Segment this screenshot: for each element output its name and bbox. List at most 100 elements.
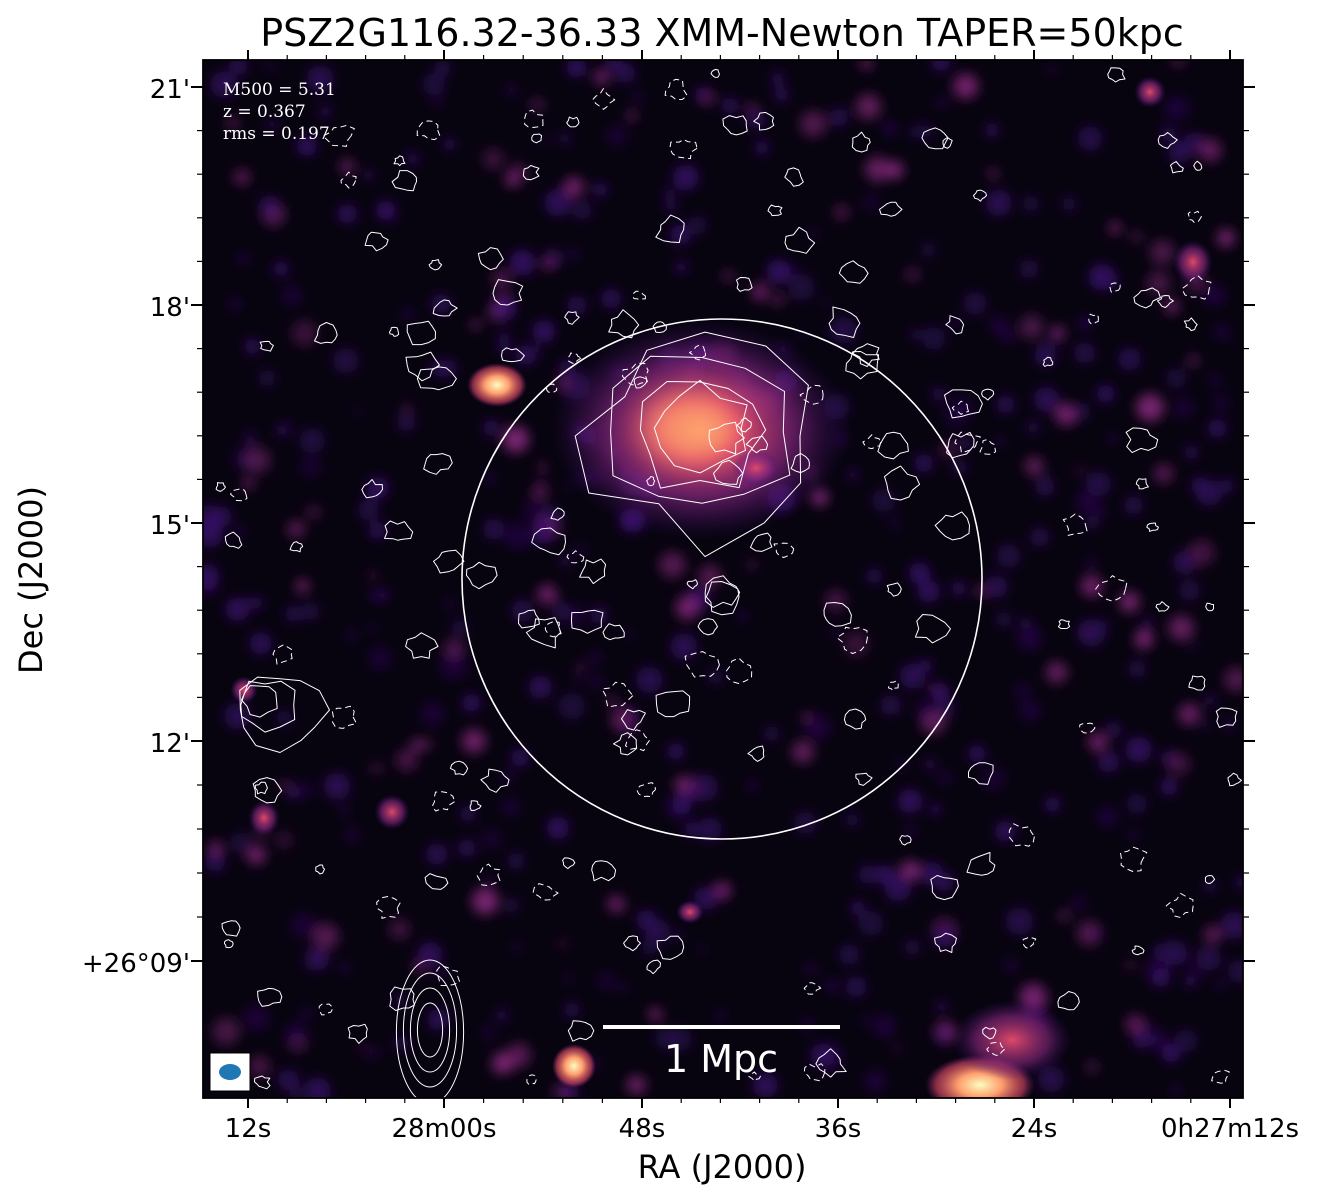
contour [722, 115, 748, 136]
noise-speck [866, 568, 883, 585]
noise-speck [505, 84, 518, 97]
contour [767, 204, 783, 217]
x-tick-label: 0h27m12s [1161, 1114, 1299, 1144]
noise-speck [1097, 751, 1120, 773]
info-redshift: z = 0.367 [223, 102, 306, 122]
noise-speck [919, 659, 933, 672]
noise-speck [763, 725, 780, 742]
noise-speck [772, 294, 784, 306]
x-tick-label: 24s [1011, 1114, 1058, 1144]
contour [424, 873, 449, 890]
noise-speck [604, 60, 624, 72]
noise-speck [1093, 928, 1103, 939]
noise-speck [884, 874, 912, 902]
noise-speck [914, 453, 934, 473]
contour [981, 388, 995, 401]
noise-speck [1200, 720, 1210, 730]
contour [591, 860, 617, 882]
noise-speck [857, 910, 884, 937]
noise-speck [1079, 317, 1091, 330]
noise-speck [1077, 126, 1103, 151]
noise-speck [297, 781, 314, 798]
noise-speck [774, 87, 789, 102]
noise-speck [808, 229, 818, 240]
noise-speck [229, 298, 240, 310]
noise-speck [238, 253, 249, 264]
noise-speck [636, 909, 657, 930]
noise-speck [862, 193, 880, 211]
noise-speck [698, 817, 722, 842]
noise-speck [698, 944, 708, 954]
contour [934, 932, 957, 953]
noise-speck [306, 505, 321, 520]
noise-speck [400, 307, 415, 322]
noise-speck [263, 60, 277, 72]
contour [1088, 313, 1099, 325]
noise-speck [1163, 95, 1190, 122]
noise-speck [1168, 140, 1192, 164]
noise-speck [996, 544, 1021, 569]
contour [621, 709, 646, 731]
contour [1183, 317, 1198, 332]
noise-speck [984, 122, 1000, 138]
noise-speck [754, 140, 770, 155]
noise-speck [290, 912, 317, 940]
contour [1008, 823, 1035, 847]
noise-speck [958, 435, 972, 450]
noise-speck [208, 841, 224, 856]
contour [1135, 478, 1149, 490]
contour [1227, 772, 1242, 787]
noise-speck [1161, 126, 1176, 142]
noise-speck [1105, 273, 1120, 288]
noise-speck [803, 962, 818, 977]
noise-speck [1099, 621, 1109, 630]
contour [646, 959, 661, 975]
noise-speck [1132, 1033, 1149, 1049]
contour [968, 762, 994, 785]
noise-speck [904, 939, 920, 956]
contour [566, 116, 580, 128]
noise-speck [323, 772, 351, 800]
contour [1188, 675, 1206, 691]
contour [799, 384, 824, 405]
noise-speck [861, 1015, 871, 1024]
noise-speck [471, 887, 499, 915]
contour [1165, 892, 1194, 918]
contour [469, 800, 482, 811]
noise-speck [845, 812, 860, 827]
noise-speck [1075, 466, 1084, 476]
beam-indicator [209, 1052, 251, 1092]
contour [1022, 936, 1037, 950]
noise-speck [431, 94, 444, 107]
noise-speck [225, 597, 250, 622]
noise-speck [899, 663, 926, 689]
contour [428, 259, 443, 271]
contour [1133, 287, 1161, 309]
noise-speck [601, 288, 621, 309]
noise-speck [826, 980, 838, 993]
noise-speck [1046, 63, 1058, 75]
noise-speck [484, 473, 496, 484]
contour [979, 438, 997, 455]
beam-ellipse [219, 1064, 241, 1080]
noise-speck [370, 762, 383, 775]
noise-speck [515, 345, 536, 366]
contour [942, 137, 953, 149]
noise-speck [233, 169, 251, 186]
contour [888, 680, 899, 692]
contour [566, 550, 585, 564]
noise-speck [1059, 910, 1070, 922]
noise-speck [378, 201, 399, 223]
noise-speck [537, 584, 557, 604]
noise-speck [746, 559, 757, 570]
noise-speck [1051, 325, 1065, 340]
noise-speck [622, 724, 634, 736]
contour [655, 690, 691, 718]
noise-speck [1203, 694, 1217, 707]
contour [592, 88, 616, 110]
contour [395, 959, 465, 1098]
noise-speck [249, 596, 263, 610]
noise-speck [410, 738, 424, 752]
noise-speck [1183, 974, 1197, 988]
contour [1157, 132, 1178, 149]
